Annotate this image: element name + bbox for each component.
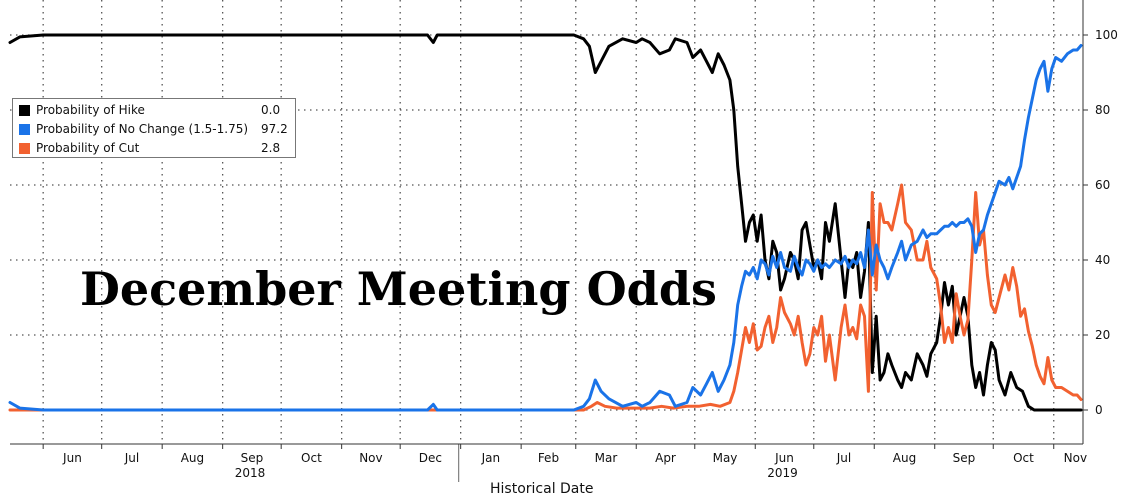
legend-value: 2.8 xyxy=(261,141,281,155)
series-line-no-change xyxy=(8,44,1083,412)
legend-value: 0.0 xyxy=(261,103,281,117)
x-tick-label: Jul xyxy=(124,451,139,465)
legend-item-cut: Probability of Cut 2.8 xyxy=(13,140,295,157)
y-tick-label: 20 xyxy=(1095,328,1110,342)
x-tick-label: Jun xyxy=(62,451,82,465)
legend-value: 97.2 xyxy=(261,122,288,136)
legend-item-no-change: Probability of No Change (1.5-1.75) 97.2 xyxy=(13,121,295,138)
x-tick-label: Feb xyxy=(538,451,559,465)
y-tick-label: 80 xyxy=(1095,103,1110,117)
x-tick-label: Aug xyxy=(893,451,916,465)
x-tick-label: Jun xyxy=(774,451,794,465)
x-tick-label: Jul xyxy=(836,451,851,465)
x-tick-label: Oct xyxy=(301,451,322,465)
x-tick-label: Sep xyxy=(241,451,264,465)
legend-swatch-no-change xyxy=(19,124,30,135)
overlay-title: December Meeting Odds xyxy=(80,262,717,316)
x-tick-label: Apr xyxy=(655,451,676,465)
y-tick-label: 100 xyxy=(1095,28,1118,42)
x-tick-label: May xyxy=(713,451,738,465)
x-tick-label: Nov xyxy=(1064,451,1087,465)
x-tick-label: Jan xyxy=(481,451,501,465)
year-label: 2019 xyxy=(767,466,798,480)
y-tick-label: 60 xyxy=(1095,178,1110,192)
x-tick-label: Mar xyxy=(595,451,618,465)
x-axis-title: Historical Date xyxy=(490,481,594,497)
x-tick-label: Nov xyxy=(359,451,382,465)
x-tick-label: Dec xyxy=(419,451,442,465)
y-tick-label: 40 xyxy=(1095,253,1110,267)
label-layer: 0 20 40 60 80 100 Jun Jul Aug Sep Oct Nov Dec Jan Feb M… xyxy=(62,28,1118,480)
legend-swatch-cut xyxy=(19,143,30,154)
series-line-cut xyxy=(8,183,1083,412)
series-layer xyxy=(8,33,1083,412)
y-tick-label: 0 xyxy=(1095,403,1103,417)
legend-label: Probability of Cut xyxy=(36,141,140,155)
x-tick-label: Aug xyxy=(181,451,204,465)
legend-swatch-hike xyxy=(19,105,30,116)
x-tick-label: Oct xyxy=(1013,451,1034,465)
legend-label: Probability of Hike xyxy=(36,103,145,117)
axis-layer xyxy=(10,0,1088,482)
legend-label: Probability of No Change (1.5-1.75) xyxy=(36,122,249,136)
legend: Probability of Hike 0.0 Probability of N… xyxy=(12,98,296,158)
legend-item-hike: Probability of Hike 0.0 xyxy=(13,102,295,119)
year-label: 2018 xyxy=(235,466,266,480)
x-tick-label: Sep xyxy=(953,451,976,465)
series-line-hike xyxy=(8,33,1083,412)
grid-layer xyxy=(10,0,1083,444)
